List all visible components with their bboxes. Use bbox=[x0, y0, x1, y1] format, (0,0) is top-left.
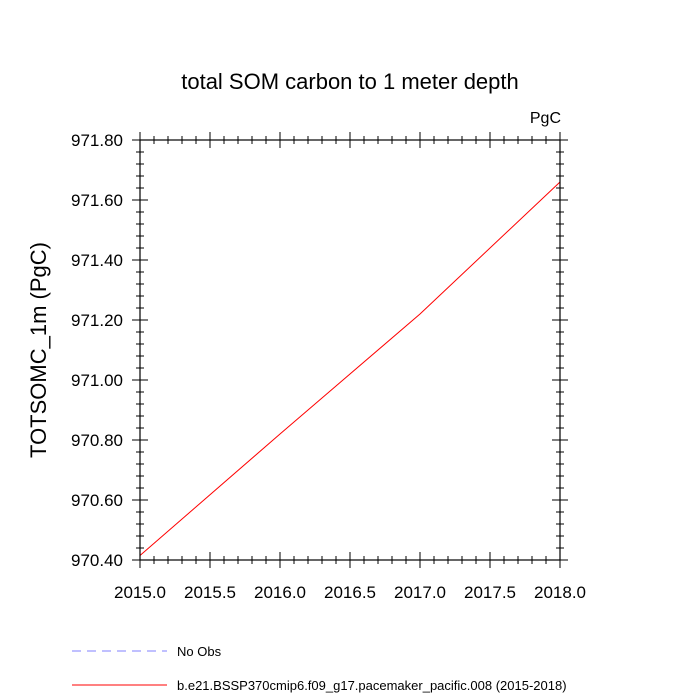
legend: No Obs b.e21.BSSP370cmip6.f09_g17.pacemak… bbox=[72, 644, 567, 693]
x-tick-label: 2016.0 bbox=[254, 583, 306, 602]
y-tick-label: 971.60 bbox=[71, 191, 123, 210]
y-tick-label: 971.80 bbox=[71, 131, 123, 150]
units-label: PgC bbox=[530, 110, 561, 127]
x-tick-label: 2017.0 bbox=[394, 583, 446, 602]
series-line bbox=[139, 181, 561, 556]
x-tick-label: 2015.5 bbox=[184, 583, 236, 602]
x-tick-label: 2015.0 bbox=[114, 583, 166, 602]
plot-frame bbox=[139, 139, 561, 561]
ticks-layer: 2015.0 2015.5 2016.0 2016.5 2017.0 2017.5 2018… bbox=[71, 131, 586, 602]
y-tick-label: 970.60 bbox=[71, 491, 123, 510]
legend-label: b.e21.BSSP370cmip6.f09_g17.pacemaker_pac… bbox=[177, 678, 567, 693]
x-tick-label: 2016.5 bbox=[324, 583, 376, 602]
y-tick-label: 970.40 bbox=[71, 551, 123, 570]
series-layer bbox=[139, 181, 561, 556]
legend-label: No Obs bbox=[177, 644, 222, 659]
x-tick-label: 2017.5 bbox=[464, 583, 516, 602]
y-tick-label: 971.00 bbox=[71, 371, 123, 390]
chart-title: total SOM carbon to 1 meter depth bbox=[181, 69, 519, 94]
y-tick-label: 971.20 bbox=[71, 311, 123, 330]
y-axis-label: TOTSOMC_1m (PgC) bbox=[26, 242, 51, 458]
x-tick-label: 2018.0 bbox=[534, 583, 586, 602]
y-tick-label: 971.40 bbox=[71, 251, 123, 270]
y-tick-label: 970.80 bbox=[71, 431, 123, 450]
